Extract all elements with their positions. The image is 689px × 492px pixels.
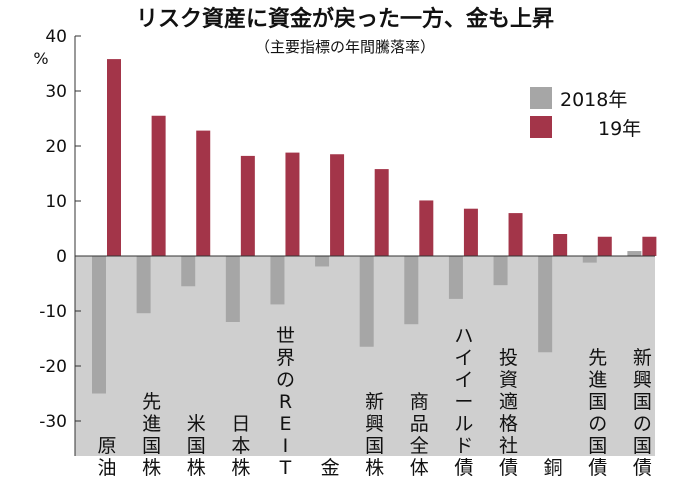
bar-2019 <box>240 155 255 256</box>
bar-2019 <box>419 200 434 256</box>
bar-2019 <box>285 152 300 256</box>
y-tick-label: 30 <box>45 82 67 102</box>
legend-label-2019: 19年 <box>598 118 641 140</box>
bar-2018 <box>538 256 553 353</box>
y-tick-label: 10 <box>45 192 67 212</box>
y-axis: 40 30 20 10 0 -10 -20 -30 <box>39 27 81 456</box>
category-label: 新興国株 <box>365 391 384 479</box>
bars <box>92 59 657 394</box>
y-tick-label: -20 <box>39 357 67 377</box>
bar-2019 <box>553 234 568 256</box>
bar-2019 <box>151 115 166 256</box>
bar-2018 <box>627 251 642 256</box>
bar-2018 <box>225 256 240 322</box>
bar-2019 <box>508 213 523 256</box>
bar-2019 <box>642 236 657 256</box>
y-tick-label: 40 <box>45 27 67 47</box>
bar-2018 <box>359 256 374 347</box>
category-label: 日本株 <box>231 413 250 479</box>
legend: 2018年 19年 <box>530 87 641 140</box>
category-label: 先進国株 <box>142 391 161 479</box>
bar-2018 <box>404 256 419 325</box>
bar-2018 <box>448 256 463 299</box>
bar-2018 <box>136 256 151 314</box>
category-label: 金 <box>321 457 340 479</box>
bar-2019 <box>374 169 389 256</box>
bar-2019 <box>330 154 345 256</box>
legend-swatch-2019 <box>530 116 552 138</box>
bar-2018 <box>270 256 285 305</box>
category-label: 銅 <box>544 457 563 479</box>
y-unit-label: % <box>33 49 48 68</box>
category-labels: 原油 先進国株 米国株 日本株 世界の R E I T 金 新興国株 商品全体 ハイイールド債 投資適格社… <box>97 325 651 479</box>
category-label: ハイイールド債 <box>454 325 473 479</box>
bar-2019 <box>107 59 121 256</box>
y-tick-label: -30 <box>39 412 67 432</box>
legend-label-2018: 2018年 <box>560 89 627 111</box>
bar-2019 <box>463 208 478 256</box>
category-label: 商品全体 <box>410 391 429 479</box>
category-label: 先進国の国債 <box>588 347 607 479</box>
chart-subtitle: （主要指標の年間騰落率） <box>255 38 435 56</box>
category-label: 投資適格社債 <box>499 347 518 479</box>
y-tick-label: 20 <box>45 137 67 157</box>
category-label: 原油 <box>97 435 116 479</box>
bar-2018 <box>92 256 106 394</box>
category-label: 世界の R E I T <box>276 325 295 479</box>
bar-2018 <box>315 256 330 267</box>
bar-2018 <box>582 256 597 263</box>
bar-2018 <box>181 256 196 287</box>
chart-title: リスク資産に資金が戻った一方、金も上昇 <box>136 6 554 32</box>
category-label: 米国株 <box>187 413 206 479</box>
y-tick-label: 0 <box>56 247 67 267</box>
category-label: 新興国の国債 <box>633 347 652 479</box>
bar-2019 <box>597 236 612 256</box>
bar-2019 <box>196 130 211 256</box>
bar-2018 <box>493 256 508 286</box>
y-tick-label: -10 <box>39 302 67 322</box>
legend-swatch-2018 <box>530 87 552 109</box>
